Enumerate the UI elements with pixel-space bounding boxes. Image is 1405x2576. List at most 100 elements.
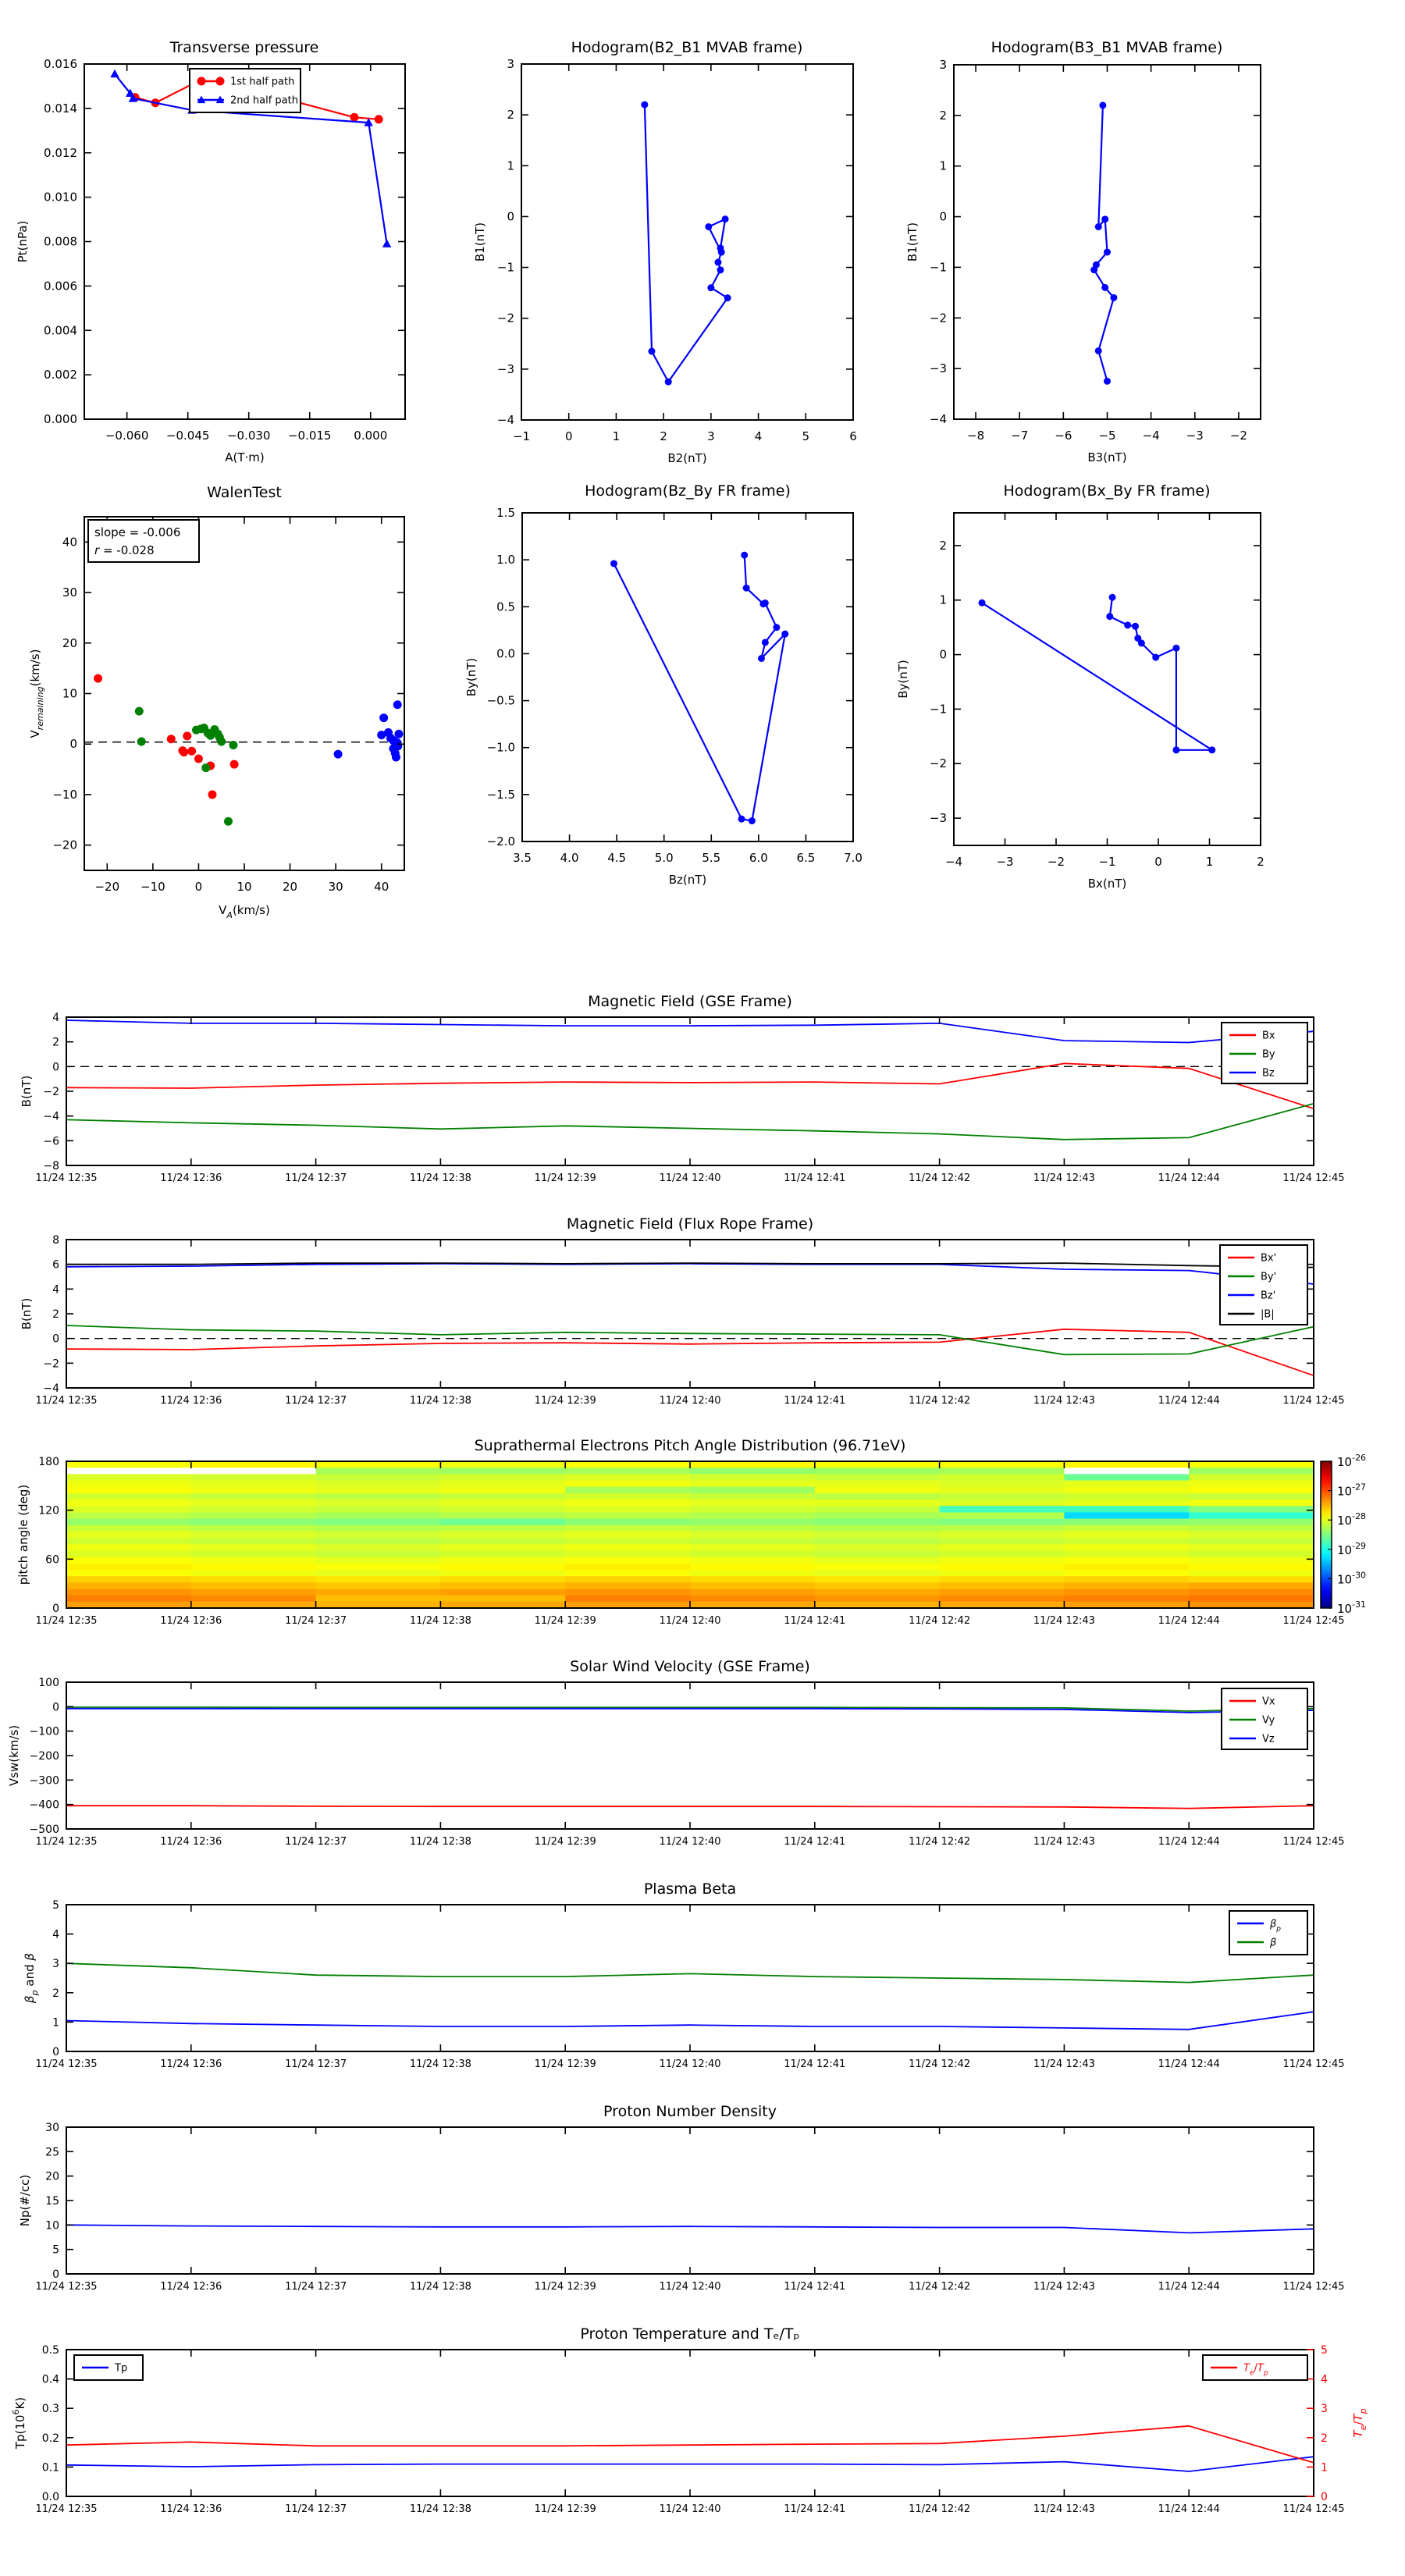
hodogram-b2b1-ytick: 3 (507, 57, 514, 71)
walen-test-ytick: 0 (69, 737, 77, 751)
plasma-beta-xtick: 11/24 12:36 (160, 2058, 222, 2070)
proton-temperature-y2tick: 3 (1321, 2403, 1328, 2415)
hodogram-b3b1-ytick: −3 (930, 361, 947, 375)
mag-fr-series-3 (66, 1262, 1314, 1268)
hodogram-bzby-ytick: −1.5 (487, 788, 515, 802)
proton-temperature-y2tick: 2 (1321, 2432, 1328, 2445)
walen-test-annotation-line: slope = -0.006 (94, 525, 180, 539)
plasma-beta-xtick: 11/24 12:45 (1282, 2058, 1344, 2070)
proton-density-ytick: 15 (45, 2195, 59, 2208)
proton-density-xtick: 11/24 12:36 (160, 2281, 222, 2293)
transverse-pressure-ytick: 0.008 (44, 235, 77, 249)
mag-fr-legend-label: By' (1261, 1272, 1276, 1283)
hodogram-b3b1-xtick: −5 (1098, 429, 1115, 443)
electron-pad-xtick: 11/24 12:43 (1033, 1615, 1095, 1627)
panel-mag-fr: 11/24 12:35 11/24 12:36 11/24 12:37 11/24 1… (20, 1234, 1345, 1407)
transverse-pressure-ytick: 0.006 (44, 279, 77, 293)
proton-density-xtick: 11/24 12:44 (1158, 2281, 1220, 2293)
hodogram-bzby-xtick: 6.5 (796, 851, 815, 865)
proton-density-xtick: 11/24 12:41 (784, 2281, 845, 2293)
hodogram-b3b1-xtick: −3 (1186, 429, 1204, 443)
hodogram-bzby-ytick: −1.0 (487, 741, 515, 755)
hodogram-bxby-axes-box (953, 512, 1261, 846)
electron-pad-xtick: 11/24 12:36 (160, 1615, 222, 1627)
hodogram-bxby-ytick: 1 (939, 593, 947, 607)
solar-wind-velocity-xtick: 11/24 12:36 (160, 1836, 222, 1848)
proton-temperature-legend-0: Tp (73, 2354, 144, 2381)
proton-temperature-legend-label: Tp (114, 2363, 127, 2375)
proton-temperature-ytick: 0.4 (42, 2374, 59, 2386)
hodogram-bxby-xlabel: Bx(nT) (1088, 877, 1127, 891)
plasma-beta-series-0 (66, 2011, 1314, 2030)
solar-wind-velocity-ylabel: Vsw(km/s) (7, 1725, 21, 1786)
panel-title-hodogram-b3b1: Hodogram(B3_B1 MVAB frame) (991, 39, 1223, 56)
mag-fr-ylabel: B(nT) (20, 1298, 34, 1330)
mag-gse-legend-label: Bz (1262, 1068, 1275, 1080)
hodogram-b2b1-ytick: 0 (507, 209, 514, 223)
mag-gse-ytick: −4 (43, 1111, 59, 1123)
solar-wind-velocity-ytick: −400 (30, 1799, 59, 1812)
panel-transverse-pressure: −0.060 −0.045 −0.030 −0.015 0.000 0.000 0.002 0… (16, 57, 406, 464)
mag-fr-axes-box (66, 1239, 1314, 1389)
hodogram-b3b1-ytick: 1 (939, 159, 947, 173)
hodogram-bxby-ytick: −3 (930, 811, 947, 825)
hodogram-bzby-xtick: 6.0 (749, 851, 768, 865)
panel-title-transverse-pressure: Transverse pressure (169, 39, 319, 56)
proton-temperature-y2tick: 5 (1321, 2344, 1328, 2357)
electron-pad-colorbar-label: 10-31 (1337, 1599, 1366, 1616)
electron-pad-xtick: 11/24 12:42 (909, 1615, 970, 1627)
hodogram-bxby-xtick: −3 (996, 855, 1013, 869)
mag-gse-ytick: 0 (52, 1061, 59, 1073)
transverse-pressure-xtick: −0.060 (105, 429, 149, 443)
walen-test-axes-box (84, 516, 405, 871)
hodogram-b2b1-ytick: 2 (507, 108, 514, 122)
panel-title-hodogram-bzby: Hodogram(Bz_By FR frame) (585, 482, 791, 500)
hodogram-b2b1-ytick: −1 (497, 261, 514, 275)
hodogram-b2b1-xtick: 4 (755, 429, 763, 443)
hodogram-bzby-ytick: −0.5 (487, 694, 515, 708)
mag-gse-ytick: 2 (52, 1037, 59, 1049)
hodogram-bxby-ytick: 2 (939, 539, 947, 553)
hodogram-b2b1-ylabel: B1(nT) (473, 222, 487, 262)
walen-test-ytick: 20 (62, 636, 77, 650)
proton-density-xtick: 11/24 12:42 (909, 2281, 970, 2293)
plasma-beta-axes-box (66, 1904, 1314, 2052)
proton-temperature-xtick: 11/24 12:40 (659, 2503, 720, 2515)
plasma-beta-xtick: 11/24 12:37 (285, 2058, 347, 2070)
electron-pad-xtick: 11/24 12:35 (35, 1615, 97, 1627)
mag-gse-xtick: 11/24 12:42 (909, 1172, 970, 1184)
walen-test-xtick: 30 (329, 880, 343, 894)
hodogram-b3b1-ytick: −2 (930, 311, 947, 325)
mag-gse-axes-box (66, 1016, 1314, 1166)
mag-fr-ytick: 4 (52, 1283, 59, 1296)
hodogram-b2b1-ytick: 1 (507, 158, 514, 173)
solar-wind-velocity-ytick: −100 (30, 1726, 59, 1738)
transverse-pressure-ytick: 0.000 (44, 412, 77, 426)
hodogram-bzby-ytick: 0.5 (496, 600, 515, 614)
proton-temperature-xtick: 11/24 12:44 (1158, 2503, 1220, 2515)
mag-gse-xtick: 11/24 12:45 (1282, 1172, 1344, 1184)
solar-wind-velocity-legend-label: Vx (1262, 1696, 1275, 1708)
mag-fr-ytick: −4 (43, 1382, 59, 1395)
hodogram-b2b1-xtick: −1 (513, 429, 530, 443)
solar-wind-velocity-xtick: 11/24 12:35 (35, 1836, 97, 1848)
hodogram-b3b1-ytick: 0 (939, 210, 947, 224)
mag-fr-ytick: 8 (52, 1234, 59, 1247)
mag-fr-ytick: −2 (43, 1357, 59, 1370)
plasma-beta-legend-label: βp (1269, 1919, 1281, 1934)
proton-temperature-ytick: 0.2 (42, 2432, 59, 2445)
proton-temperature-series-1 (66, 2425, 1314, 2464)
plasma-beta-ytick: 3 (52, 1958, 59, 1970)
solar-wind-velocity-xtick: 11/24 12:43 (1033, 1836, 1095, 1848)
transverse-pressure-ytick: 0.012 (44, 146, 77, 160)
panel-title-solar-wind-velocity: Solar Wind Velocity (GSE Frame) (570, 1658, 810, 1675)
transverse-pressure-ylabel: Pt(nPa) (16, 221, 30, 263)
hodogram-b2b1-ytick: −2 (497, 311, 514, 326)
hodogram-bxby-xtick: −2 (1048, 855, 1065, 869)
hodogram-bxby-ytick: −1 (930, 702, 947, 716)
plasma-beta-series-1 (66, 1962, 1314, 1984)
plasma-beta-ytick: 1 (52, 2016, 59, 2029)
solar-wind-velocity-ytick: −500 (30, 1823, 59, 1836)
proton-density-xtick: 11/24 12:40 (659, 2281, 720, 2293)
